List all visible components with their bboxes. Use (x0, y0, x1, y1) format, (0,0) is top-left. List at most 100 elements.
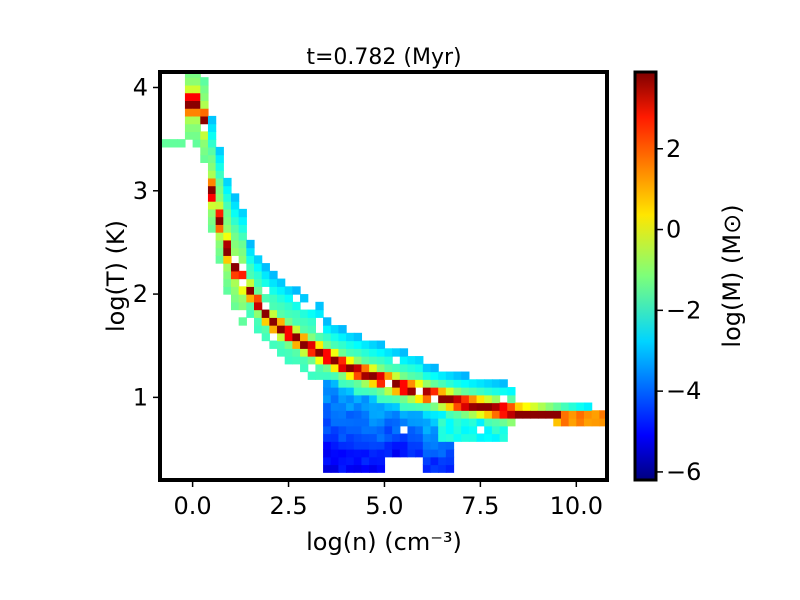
heatmap-cell (583, 402, 593, 411)
heatmap-cell (415, 394, 424, 404)
heatmap-cell (223, 224, 232, 233)
heatmap-cell (215, 146, 224, 156)
heatmap-cell (392, 433, 401, 442)
heatmap-cell (284, 340, 293, 349)
heatmap-cell (484, 379, 493, 388)
heatmap-cell (392, 418, 401, 427)
heatmap-cell (415, 356, 424, 365)
heatmap-cell (200, 77, 209, 86)
heatmap-cell (338, 410, 347, 419)
chart-title: t=0.782 (Myr) (306, 45, 461, 70)
heatmap-cell (376, 456, 386, 466)
heatmap-cell (223, 247, 232, 256)
heatmap-cell (399, 356, 409, 365)
heatmap-cell (277, 348, 286, 357)
heatmap-cell (261, 270, 270, 280)
heatmap-cell (445, 402, 455, 411)
heatmap-cell (230, 278, 240, 287)
heatmap-cell (238, 247, 247, 256)
heatmap-cell (399, 433, 409, 442)
heatmap-cell (353, 441, 363, 450)
heatmap-cell (415, 418, 424, 427)
heatmap-cell (277, 286, 286, 295)
heatmap-cell (361, 348, 370, 357)
heatmap-cell (438, 425, 447, 435)
heatmap-cell (269, 301, 278, 311)
heatmap-cell (591, 410, 600, 419)
heatmap-cell (392, 441, 401, 450)
heatmap-cell (430, 402, 439, 411)
x-tick-label: 5.0 (365, 492, 403, 520)
heatmap-cell (445, 394, 455, 404)
heatmap-cell (476, 410, 485, 419)
heatmap-cell (369, 363, 378, 373)
heatmap-cell (369, 340, 378, 349)
heatmap-cell (330, 418, 340, 427)
heatmap-cell (407, 371, 416, 380)
heatmap-cell (223, 177, 232, 187)
heatmap-cell (307, 356, 316, 365)
heatmap-cell (583, 410, 593, 419)
heatmap-cell (499, 387, 508, 396)
heatmap-cell (392, 387, 401, 396)
heatmap-cell (369, 433, 378, 442)
heatmap-cell (369, 356, 378, 365)
heatmap-cell (207, 177, 217, 187)
heatmap-cell (361, 394, 370, 404)
heatmap-cell (184, 131, 194, 140)
heatmap-cell (369, 449, 378, 458)
heatmap-cell (369, 348, 378, 357)
heatmap-cell (384, 433, 393, 442)
heatmap-cell (415, 379, 424, 388)
heatmap-cell (476, 394, 485, 404)
heatmap-cell (246, 270, 255, 280)
heatmap-cell (330, 379, 340, 388)
heatmap-cell (576, 418, 585, 427)
heatmap-cell (338, 394, 347, 404)
heatmap-cell (461, 433, 470, 442)
heatmap-cell (238, 294, 247, 303)
heatmap-cell (292, 286, 301, 295)
heatmap-cell (461, 425, 470, 435)
heatmap-cell (277, 309, 286, 318)
y-tick-label: 2 (133, 280, 148, 308)
heatmap-cell (499, 418, 508, 427)
heatmap-cell (261, 309, 270, 318)
heatmap-cell (576, 402, 585, 411)
heatmap-cell (384, 371, 393, 380)
heatmap-cell (468, 379, 478, 388)
heatmap-cell (445, 379, 455, 388)
heatmap-cell (346, 441, 355, 450)
heatmap-cell (330, 449, 340, 458)
heatmap-cell (384, 441, 393, 450)
heatmap-cell (392, 371, 401, 380)
heatmap-cell (161, 139, 171, 148)
heatmap-cell (422, 425, 432, 435)
heatmap-cell (353, 371, 363, 380)
heatmap-cell (407, 387, 416, 396)
heatmap-cell (453, 425, 462, 435)
heatmap-cell (399, 363, 409, 373)
heatmap-cell (323, 348, 332, 357)
heatmap-cell (438, 418, 447, 427)
heatmap-cell (323, 332, 332, 342)
heatmap-cell (200, 146, 209, 156)
heatmap-cell (491, 402, 501, 411)
heatmap-cell (346, 433, 355, 442)
heatmap-cell (445, 418, 455, 427)
heatmap-cell (361, 456, 370, 466)
heatmap-cell (353, 410, 363, 419)
heatmap-cell (422, 464, 432, 473)
heatmap-cell (346, 371, 355, 380)
heatmap-cell (246, 309, 255, 318)
heatmap-cell (407, 394, 416, 404)
heatmap-cell (361, 449, 370, 458)
heatmap-cell (507, 418, 516, 427)
heatmap-cell (407, 418, 416, 427)
heatmap-cell (407, 425, 416, 435)
heatmap-cell (346, 464, 355, 473)
heatmap-cell (330, 464, 340, 473)
heatmap-cell (338, 402, 347, 411)
heatmap-cell (330, 340, 340, 349)
heatmap-cell (568, 410, 577, 419)
